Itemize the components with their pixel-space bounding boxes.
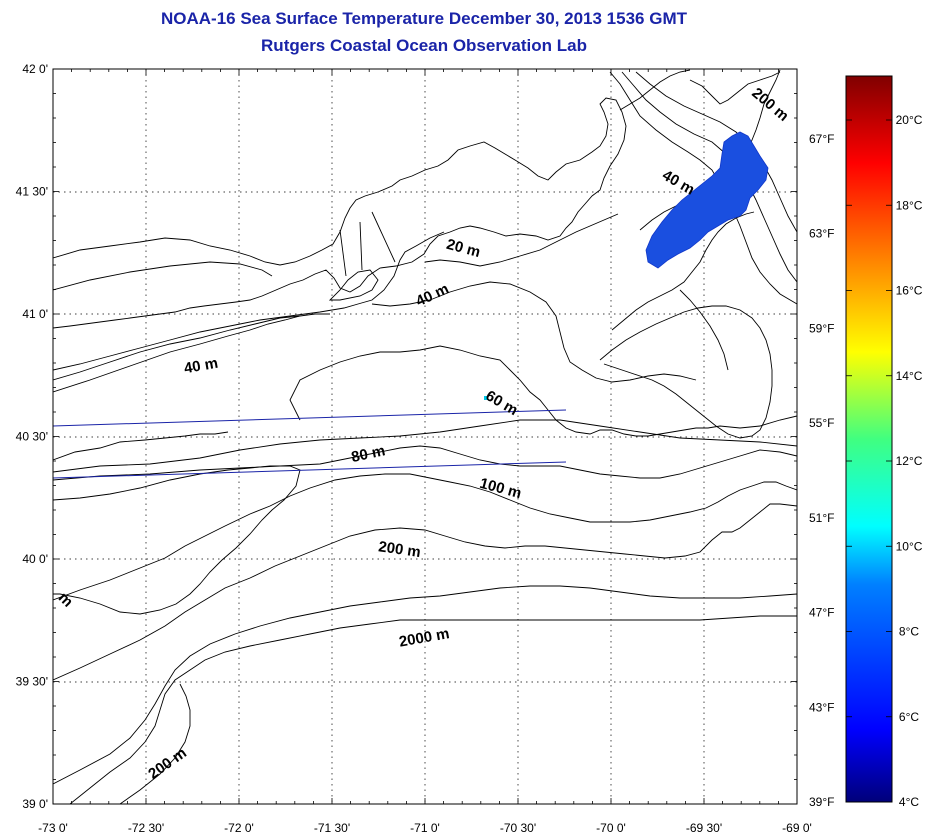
longitude-label: -70 30' xyxy=(500,821,536,835)
celsius-labels: 20°C 18°C 16°C 14°C 12°C 10°C 8°C 6°C 4°C xyxy=(846,113,923,809)
fahrenheit-labels: 67°F 63°F 59°F 55°F 51°F 47°F 43°F 39°F xyxy=(809,132,834,809)
longitude-label: -73 0' xyxy=(38,821,68,835)
celsius-label: 16°C xyxy=(896,284,923,298)
fahrenheit-label: 47°F xyxy=(809,606,834,620)
isobath-label: 80 m xyxy=(350,442,387,466)
longitude-labels: -73 0' -72 30' -72 0' -71 30' -71 0' -70 30' -… xyxy=(38,821,812,835)
isobath-label: 20 m xyxy=(445,236,482,261)
axis-ticks xyxy=(52,68,798,805)
latitude-label: 40 0' xyxy=(22,552,48,566)
satellite-track-lines xyxy=(53,409,567,479)
isobath-contours xyxy=(53,71,797,804)
isobath-label: 40 m xyxy=(183,355,220,378)
longitude-label: -70 0' xyxy=(596,821,626,835)
isobath-label: 200 m xyxy=(748,85,792,125)
isobath-label: 2000 m xyxy=(398,625,451,651)
map-subtitle: Rutgers Coastal Ocean Observation Lab xyxy=(261,36,587,55)
celsius-label: 6°C xyxy=(899,710,919,724)
isobath-label: 200 m xyxy=(145,744,190,782)
celsius-label: 4°C xyxy=(899,795,919,809)
celsius-label: 8°C xyxy=(899,625,919,639)
fahrenheit-label: 51°F xyxy=(809,511,834,525)
latitude-label: 39 0' xyxy=(22,797,48,811)
isobath-label: 200 m xyxy=(377,538,421,561)
celsius-label: 10°C xyxy=(896,539,923,553)
longitude-label: -69 30' xyxy=(686,821,722,835)
fahrenheit-label: 55°F xyxy=(809,416,834,430)
celsius-label: 20°C xyxy=(896,113,923,127)
map-title: NOAA-16 Sea Surface Temperature December… xyxy=(161,9,687,28)
celsius-label: 14°C xyxy=(896,369,923,383)
isobath-label: 100 m xyxy=(478,475,523,502)
latitude-label: 40 30' xyxy=(16,430,48,444)
fahrenheit-label: 67°F xyxy=(809,132,834,146)
sst-pixel xyxy=(484,396,488,400)
celsius-label: 18°C xyxy=(896,198,923,212)
fahrenheit-label: 59°F xyxy=(809,321,834,335)
latitude-label: 41 0' xyxy=(22,307,48,321)
fahrenheit-label: 43°F xyxy=(809,700,834,714)
celsius-label: 12°C xyxy=(896,454,923,468)
longitude-label: -72 30' xyxy=(128,821,164,835)
isobath-label: 60 m xyxy=(483,387,521,419)
sst-data-patch xyxy=(645,131,769,269)
fahrenheit-label: 63°F xyxy=(809,227,834,241)
latitude-label: 39 30' xyxy=(16,675,48,689)
isobath-label: 40 m xyxy=(413,280,451,310)
fahrenheit-label: 39°F xyxy=(809,795,834,809)
latitude-label: 41 30' xyxy=(16,185,48,199)
longitude-label: -69 0' xyxy=(782,821,812,835)
colorbar xyxy=(845,75,893,803)
longitude-label: -71 30' xyxy=(314,821,350,835)
latitude-labels: 42 0' 41 30' 41 0' 40 30' 40 0' 39 30' 39 0' xyxy=(16,62,48,811)
longitude-label: -71 0' xyxy=(410,821,440,835)
latitude-label: 42 0' xyxy=(22,62,48,76)
longitude-label: -72 0' xyxy=(224,821,254,835)
